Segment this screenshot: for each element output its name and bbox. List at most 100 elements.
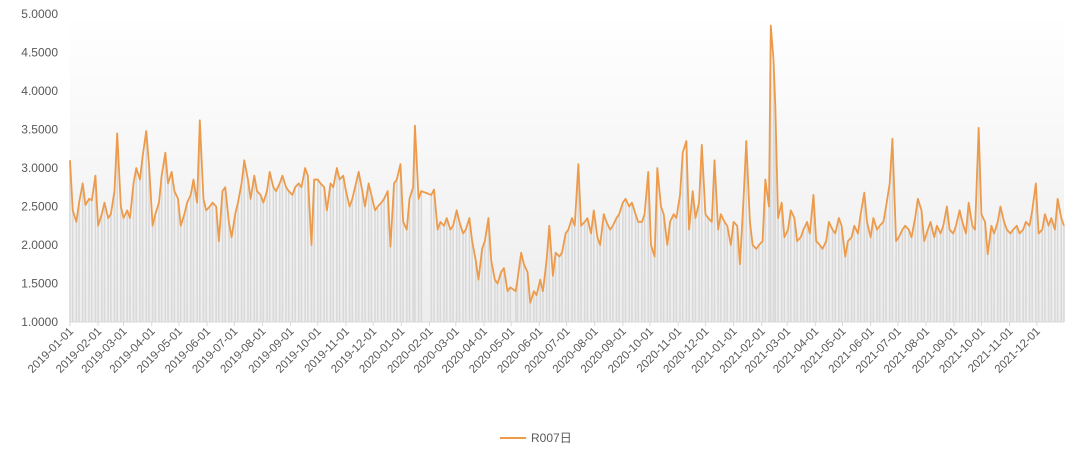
bar [395,179,398,322]
bar [490,260,493,322]
bar [420,191,423,322]
bar [679,194,681,322]
bar [345,191,347,322]
bar [412,187,414,322]
bar [139,179,141,322]
bar [1060,218,1063,322]
bar [904,225,906,322]
bar [840,225,843,322]
bar [612,225,614,322]
bar [958,210,961,322]
bar [666,245,669,322]
bar [170,171,173,322]
bar [189,194,192,322]
bar [717,229,719,322]
bar [618,214,620,322]
bar [545,260,548,322]
bar [1031,210,1034,322]
bar [1044,214,1046,322]
bar [199,120,201,322]
bar [439,221,442,322]
bar [681,152,684,322]
bar [122,218,125,322]
bar [539,279,542,322]
bar [297,183,300,322]
bar [81,183,84,322]
bar [707,218,709,322]
bar [329,183,332,322]
bar [844,256,847,322]
bar [313,179,315,322]
bar [526,271,529,322]
bar [838,218,840,322]
bar [761,241,764,322]
bar [376,206,379,322]
bar [996,221,999,322]
bar [885,206,887,322]
bar [599,245,601,322]
bar [895,241,897,322]
bar [256,191,258,322]
bar [701,144,703,322]
bar [1012,229,1014,322]
bar [179,225,182,322]
bar [946,206,948,322]
bar [1022,229,1024,322]
bar [586,218,589,322]
bar [310,245,313,322]
bar [535,295,538,322]
bar [1056,198,1059,322]
bar [662,214,665,322]
bar [660,206,662,322]
bar [809,233,811,322]
bar [287,191,290,322]
bar [602,214,605,322]
bar [506,291,509,322]
bar [1006,229,1008,322]
bar [100,214,103,322]
bar [806,221,808,322]
bar [484,241,486,322]
bar [332,187,335,322]
bar [97,225,99,322]
bar [685,141,688,322]
bar [688,229,690,322]
bar [548,225,551,322]
bar [1063,225,1065,322]
legend: R007日 [500,431,572,445]
bar [75,221,78,322]
bar [300,187,303,322]
bar [787,229,789,322]
bar [253,175,256,322]
bar [158,202,160,322]
bar [389,246,392,322]
bar [736,225,739,322]
bar [615,218,618,322]
bar [192,179,195,322]
bar [984,221,986,322]
bar [577,164,580,322]
bar [745,141,748,322]
y-tick-label: 2.5000 [21,200,58,214]
bar [268,171,271,322]
bar [462,233,464,322]
bar [866,221,868,322]
bar [294,187,296,322]
bar [580,225,582,322]
bar [965,233,967,322]
bar [228,221,230,322]
bar [859,214,862,322]
bar [1054,229,1056,322]
bar [986,254,989,322]
bar [622,202,624,322]
bar [1018,233,1021,322]
y-tick-label: 1.0000 [21,315,58,329]
bar [631,202,633,322]
bar [857,233,859,322]
bar [558,256,561,322]
bar [154,214,157,322]
bar [847,241,849,322]
bar [355,183,357,322]
bar [789,210,792,322]
